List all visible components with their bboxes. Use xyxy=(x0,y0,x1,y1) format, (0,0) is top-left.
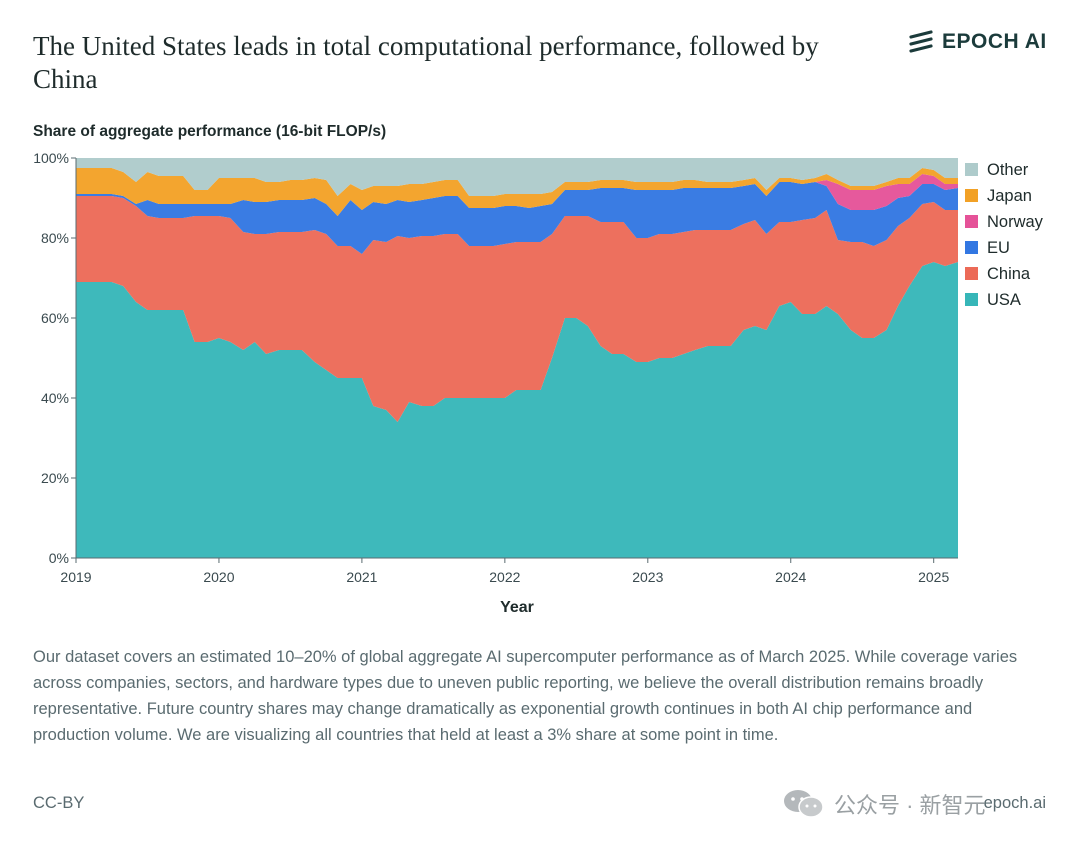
legend-swatch xyxy=(965,189,978,202)
y-tick-label: 0% xyxy=(49,550,69,566)
source-link[interactable]: epoch.ai xyxy=(983,794,1046,812)
x-tick-label: 2019 xyxy=(60,569,91,585)
y-tick-label: 40% xyxy=(41,390,69,406)
y-axis: 0% 20% 40% 60% 80% 100% xyxy=(33,150,77,566)
legend-swatch xyxy=(965,163,978,176)
y-tick-label: 100% xyxy=(33,150,69,166)
legend-label: Norway xyxy=(987,213,1044,231)
x-tick-label: 2020 xyxy=(203,569,234,585)
watermark-text: 公众号 · 新智元 xyxy=(834,793,986,818)
legend-swatch xyxy=(965,241,978,254)
legend-label: EU xyxy=(987,239,1010,257)
legend-label: Japan xyxy=(987,187,1032,205)
x-axis: 2019 2020 2021 2022 2023 2024 2025 xyxy=(60,557,958,585)
x-axis-label: Year xyxy=(500,599,534,616)
y-tick-label: 60% xyxy=(41,310,69,326)
legend-label: USA xyxy=(987,291,1021,309)
area-china xyxy=(76,196,958,422)
legend-item-japan[interactable]: Japan xyxy=(965,187,1032,205)
x-tick-label: 2023 xyxy=(632,569,663,585)
y-tick-label: 20% xyxy=(41,470,69,486)
x-tick-label: 2022 xyxy=(489,569,520,585)
area-layer xyxy=(76,158,958,558)
area-usa xyxy=(76,262,958,558)
logo-text: EPOCH AI xyxy=(942,30,1047,53)
chart-subtitle: Share of aggregate performance (16-bit F… xyxy=(33,123,387,140)
legend-swatch xyxy=(965,267,978,280)
y-tick-label: 80% xyxy=(41,230,69,246)
legend: Other Japan Norway EU China USA xyxy=(965,161,1044,309)
legend-item-other[interactable]: Other xyxy=(965,161,1029,179)
x-tick-label: 2025 xyxy=(918,569,949,585)
x-tick-label: 2021 xyxy=(346,569,377,585)
x-tick-label: 2024 xyxy=(775,569,806,585)
wechat-icon xyxy=(784,790,824,818)
legend-label: Other xyxy=(987,161,1029,179)
chart-caption: Our dataset covers an estimated 10–20% o… xyxy=(33,648,1018,744)
epoch-logo-icon xyxy=(909,30,933,53)
epoch-ai-logo[interactable]: EPOCH AI xyxy=(908,30,1047,54)
legend-label: China xyxy=(987,265,1031,283)
area-other xyxy=(76,158,958,196)
stacked-area-chart: 0%20%40%60%80%100% 2019 2020 2021 2022 2023 2… xyxy=(33,150,1044,616)
legend-item-usa[interactable]: USA xyxy=(965,291,1021,309)
legend-item-china[interactable]: China xyxy=(965,265,1031,283)
legend-swatch xyxy=(965,293,978,306)
legend-item-eu[interactable]: EU xyxy=(965,239,1010,257)
page-title: The United States leads in total computa… xyxy=(33,31,819,94)
license-label: CC-BY xyxy=(33,794,85,812)
legend-swatch xyxy=(965,215,978,228)
wechat-watermark: 公众号 · 新智元 xyxy=(782,788,986,820)
legend-item-norway[interactable]: Norway xyxy=(965,213,1044,231)
